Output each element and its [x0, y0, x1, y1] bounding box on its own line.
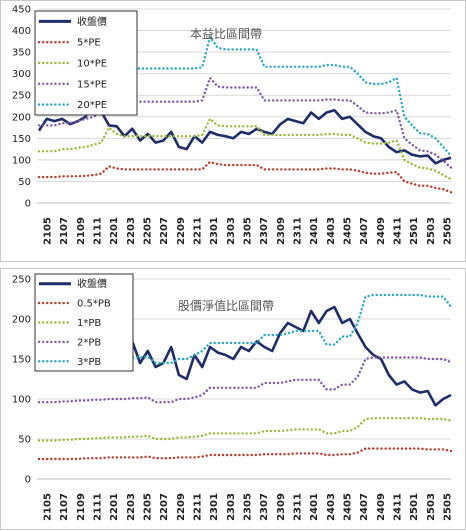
y-tick-label: 150 [12, 134, 31, 145]
legend-label: 收盤價 [77, 277, 107, 290]
x-tick-label: 2111 [93, 493, 104, 521]
legend-label: 3*PB [77, 357, 101, 368]
legend-label: 10*PE [77, 59, 107, 70]
y-tick-label: 0 [25, 475, 31, 486]
legend-label: 20*PE [77, 100, 107, 111]
x-tick-label: 2403 [326, 493, 337, 521]
x-tick-label: 2501 [409, 217, 420, 245]
x-tick-label: 2401 [309, 493, 320, 521]
x-tick-label: 2403 [326, 217, 337, 245]
series-line-band-1 [37, 447, 453, 461]
x-tick-label: 2105 [43, 493, 54, 521]
x-tick-label: 2409 [376, 217, 387, 245]
x-tick-label: 2201 [109, 493, 120, 521]
x-tick-label: 2305 [243, 493, 254, 521]
x-tick-label: 2303 [226, 493, 237, 521]
x-tick-label: 2105 [43, 217, 54, 245]
y-tick-label: 300 [12, 69, 31, 80]
x-tick-label: 2207 [159, 217, 170, 245]
x-tick-label: 2505 [443, 493, 454, 521]
x-tick-label: 2107 [59, 493, 70, 521]
pb-band-chart: 0 50 100 150 200 250 2105 2107 2109 2111 2201 2203 2… [0, 268, 466, 530]
pe-band-chart: 0 50 100 150 200 250 300 350 400 450 2105 2107 2109 2… [0, 0, 466, 262]
x-tick-label: 2201 [109, 217, 120, 245]
y-tick-label: 450 [12, 5, 31, 16]
y-tick-label: 100 [12, 395, 31, 406]
x-tick-label: 2305 [243, 217, 254, 245]
x-tick-label: 2203 [126, 217, 137, 245]
x-tick-label: 2309 [276, 217, 287, 245]
x-tick-label: 2405 [343, 493, 354, 521]
x-tick-label: 2405 [343, 217, 354, 245]
x-tick-label: 2205 [143, 217, 154, 245]
y-tick-label: 250 [12, 275, 31, 286]
x-tick-label: 2109 [76, 493, 87, 521]
x-tick-label: 2307 [259, 217, 270, 245]
x-tick-label: 2111 [93, 217, 104, 245]
y-tick-label: 100 [12, 155, 31, 166]
y-tick-label: 350 [12, 48, 31, 59]
x-tick-label: 2207 [159, 493, 170, 521]
x-tick-label: 2209 [176, 217, 187, 245]
series-line-band-2 [37, 416, 453, 442]
y-tick-label: 150 [12, 355, 31, 366]
x-tick-label: 2301 [209, 493, 220, 521]
x-tick-label: 2205 [143, 493, 154, 521]
x-tick-label: 2307 [259, 493, 270, 521]
x-tick-label: 2211 [193, 493, 204, 521]
legend: 收盤價 0.5*PB 1*PB 2*PB 3*PB [34, 273, 134, 372]
y-tick-label: 200 [12, 112, 31, 123]
series-line-band-2 [37, 116, 453, 181]
chart-title: 股價淨值比區間帶 [178, 298, 274, 313]
x-tick-label: 2303 [226, 217, 237, 245]
x-tick-label: 2107 [59, 217, 70, 245]
legend-label: 收盤價 [77, 15, 107, 28]
x-tick-label: 2505 [443, 217, 454, 245]
chart-title: 本益比區間帶 [190, 27, 262, 41]
pe-band-chart-svg: 0 50 100 150 200 250 300 350 400 450 2105 2107 2109 2… [12, 5, 454, 245]
y-tick-label: 50 [18, 435, 31, 446]
y-tick-label: 0 [25, 199, 31, 210]
x-tick-label: 2311 [293, 217, 304, 245]
x-tick-label: 2503 [426, 493, 437, 521]
x-tick-label: 2501 [409, 493, 420, 521]
x-tick-label: 2109 [76, 217, 87, 245]
y-tick-label: 400 [12, 26, 31, 37]
x-tick-label: 2211 [193, 217, 204, 245]
legend-label: 5*PE [77, 38, 101, 49]
x-tick-label: 2411 [393, 493, 404, 521]
x-tick-label: 2309 [276, 493, 287, 521]
series-line-close-price [37, 100, 452, 165]
x-tick-label: 2301 [209, 217, 220, 245]
legend-label: 1*PB [77, 318, 101, 329]
series-line-band-3 [37, 356, 453, 404]
x-tick-label: 2401 [309, 217, 320, 245]
x-tick-label: 2411 [393, 217, 404, 245]
x-tick-label: 2203 [126, 493, 137, 521]
x-tick-label: 2311 [293, 493, 304, 521]
x-tick-label: 2407 [359, 493, 370, 521]
y-tick-label: 250 [12, 91, 31, 102]
y-tick-label: 200 [12, 315, 31, 326]
y-tick-label: 50 [18, 177, 31, 188]
x-tick-label: 2503 [426, 217, 437, 245]
legend-label: 0.5*PB [77, 299, 111, 310]
legend: 收盤價 5*PE 10*PE 15*PE 20*PE [34, 10, 138, 116]
series-line-band-1 [37, 160, 453, 194]
pb-band-chart-svg: 0 50 100 150 200 250 2105 2107 2109 2111 2201 2203 2… [12, 273, 454, 521]
x-tick-label: 2209 [176, 493, 187, 521]
x-tick-label: 2407 [359, 217, 370, 245]
legend-label: 2*PB [77, 337, 101, 348]
legend-label: 15*PE [77, 79, 107, 90]
x-tick-label: 2409 [376, 493, 387, 521]
